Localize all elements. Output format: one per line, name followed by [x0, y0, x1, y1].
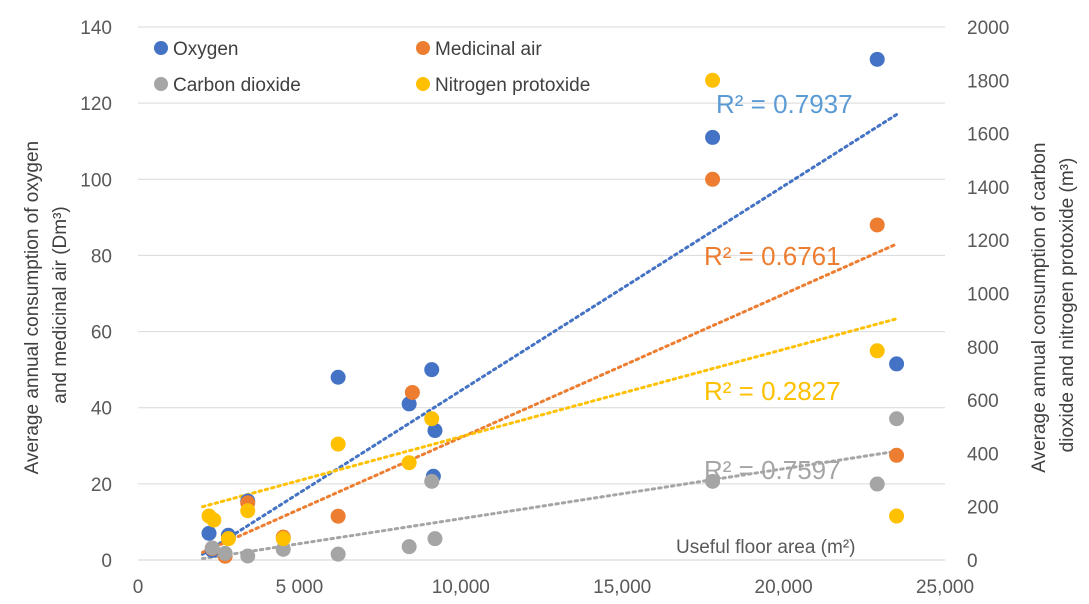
trendline-carbon-dioxide [201, 449, 899, 561]
y-right-tick-label-3: 600 [967, 391, 999, 412]
y-right-axis-title: Average annual consumption of carbon dio… [1029, 137, 1078, 473]
point-oxygen-8 [427, 423, 443, 439]
point-nitrogen-protoxide-4 [275, 531, 291, 547]
r2-label-carbon-dioxide: R² = 0.7597 [704, 455, 841, 485]
y-left-tick-label-7: 140 [80, 18, 112, 39]
y-right-tick-label-10: 2000 [967, 18, 1009, 39]
legend-label-oxygen: Oxygen [173, 39, 238, 60]
y-right-tick-label-7: 1400 [967, 178, 1009, 199]
point-medicinal-air-7 [869, 217, 885, 233]
x-tick-label-0: 0 [133, 577, 144, 598]
point-carbon-dioxide-0 [204, 540, 220, 556]
point-oxygen-5 [401, 396, 417, 412]
x-tick-label-3: 15,000 [593, 577, 651, 598]
point-medicinal-air-6 [705, 171, 721, 187]
point-nitrogen-protoxide-1 [206, 512, 222, 528]
r2-label-nitrogen-protoxide: R² = 0.2827 [704, 376, 841, 406]
x-tick-label-1: 5 000 [276, 577, 324, 598]
trendline-nitrogen-protoxide [201, 317, 899, 509]
y-right-tick-label-0: 0 [967, 551, 978, 572]
legend-marker-medicinal-air [416, 41, 430, 55]
x-tick-label-2: 10,000 [432, 577, 490, 598]
trendline-oxygen [201, 113, 899, 556]
legend: Oxygen Medicinal air Carbon dioxide Nitr… [154, 39, 590, 96]
r2-annotations: R² = 0.7937 R² = 0.6761 R² = 0.7597 R² =… [704, 89, 853, 485]
y-left-tick-label-1: 20 [91, 475, 112, 496]
point-nitrogen-protoxide-8 [705, 72, 721, 88]
y-right-tick-label-5: 1000 [967, 285, 1009, 306]
y-right-tick-label-4: 800 [967, 338, 999, 359]
legend-label-carbon-dioxide: Carbon dioxide [173, 75, 301, 96]
point-carbon-dioxide-2 [240, 548, 256, 564]
y-right-tick-label-1: 200 [967, 498, 999, 519]
point-oxygen-10 [869, 51, 885, 67]
point-nitrogen-protoxide-10 [889, 508, 905, 524]
y-left-tick-label-3: 60 [91, 323, 112, 344]
point-medicinal-air-8 [889, 447, 905, 463]
y-right-tick-label-6: 1200 [967, 231, 1009, 252]
point-carbon-dioxide-3 [275, 541, 291, 557]
point-oxygen-11 [889, 356, 905, 372]
legend-item-carbon-dioxide: Carbon dioxide [154, 75, 301, 96]
point-carbon-dioxide-6 [424, 473, 440, 489]
y-left-tick-label-2: 40 [91, 399, 112, 420]
data-points [201, 51, 905, 564]
x-tick-label-5: 25,000 [916, 577, 974, 598]
x-axis-ticks: 0 5 000 10,000 15,000 20,000 25,000 [133, 577, 974, 598]
point-carbon-dioxide-5 [401, 539, 417, 555]
point-nitrogen-protoxide-5 [330, 436, 346, 452]
gridlines [138, 26, 945, 485]
point-carbon-dioxide-9 [869, 476, 885, 492]
y-left-tick-label-4: 80 [91, 246, 112, 267]
point-nitrogen-protoxide-9 [869, 343, 885, 359]
y-left-tick-label-6: 120 [80, 94, 112, 115]
point-nitrogen-protoxide-6 [401, 455, 417, 471]
legend-marker-nitrogen-protoxide [416, 77, 430, 91]
point-oxygen-9 [705, 129, 721, 145]
legend-label-nitrogen-protoxide: Nitrogen protoxide [435, 75, 590, 96]
r2-label-medicinal-air: R² = 0.6761 [704, 241, 841, 271]
point-medicinal-air-5 [404, 384, 420, 400]
legend-item-nitrogen-protoxide: Nitrogen protoxide [416, 75, 590, 96]
point-oxygen-4 [330, 369, 346, 385]
legend-marker-carbon-dioxide [154, 77, 168, 91]
point-nitrogen-protoxide-7 [424, 411, 440, 427]
point-carbon-dioxide-10 [889, 411, 905, 427]
x-tick-label-4: 20,000 [755, 577, 813, 598]
point-nitrogen-protoxide-2 [220, 531, 236, 547]
legend-marker-oxygen [154, 41, 168, 55]
y-left-tick-label-0: 0 [101, 551, 112, 572]
point-medicinal-air-4 [330, 508, 346, 524]
r2-label-oxygen: R² = 0.7937 [716, 89, 853, 119]
x-axis-title: Useful floor area (m²) [676, 537, 856, 558]
point-carbon-dioxide-1 [217, 545, 233, 561]
y-left-axis-ticks: 0 20 40 60 80 100 120 140 [80, 18, 112, 572]
point-oxygen-6 [424, 362, 440, 378]
y-right-tick-label-8: 1600 [967, 125, 1009, 146]
y-left-tick-label-5: 100 [80, 170, 112, 191]
trendlines [201, 113, 899, 561]
point-nitrogen-protoxide-3 [240, 503, 256, 519]
legend-item-medicinal-air: Medicinal air [416, 39, 542, 60]
point-oxygen-0 [201, 525, 217, 541]
y-left-axis-title: Average annual consumption of oxygen and… [22, 136, 71, 475]
legend-label-medicinal-air: Medicinal air [435, 39, 542, 60]
point-carbon-dioxide-8 [705, 473, 721, 489]
y-right-axis-ticks: 0 200 400 600 800 1000 1200 1400 1600 1800 2000 [967, 18, 1009, 572]
point-carbon-dioxide-7 [427, 531, 443, 547]
y-right-tick-label-2: 400 [967, 444, 999, 465]
point-carbon-dioxide-4 [330, 546, 346, 562]
trendline-medicinal-air [201, 242, 899, 554]
legend-item-oxygen: Oxygen [154, 39, 238, 60]
y-right-tick-label-9: 1800 [967, 71, 1009, 92]
